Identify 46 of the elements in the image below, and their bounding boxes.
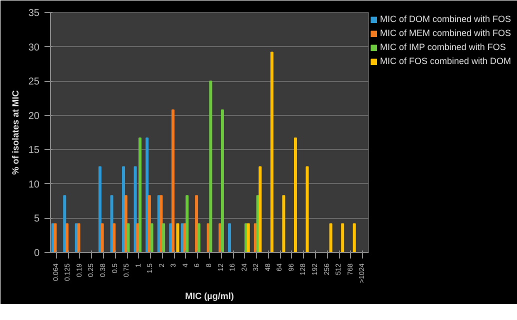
bar [352,223,356,252]
bar [176,223,180,252]
bar [195,195,198,252]
bar [110,195,114,252]
bar [209,80,212,252]
bar [186,195,189,252]
bar [54,223,57,252]
legend-label: MIC of IMP combined with FOS [380,42,506,52]
bar [341,223,344,252]
bar [171,109,174,252]
bar [270,52,274,252]
bar [126,223,130,252]
bar [112,223,116,252]
bar [65,223,68,252]
bar [160,195,163,252]
y-tick-label: 5 [34,214,40,225]
legend-label: MIC of MEM combined with FOS [380,28,512,38]
bar [197,223,200,252]
bar [63,195,66,252]
bar [100,223,104,252]
y-tick-label: 10 [28,179,40,190]
y-tick-label: 20 [28,110,40,122]
bar [220,109,224,252]
bar [246,223,250,252]
bar [150,223,154,252]
bar [258,166,262,252]
y-tick-label: 15 [28,145,40,156]
y-tick-label: 30 [28,42,40,54]
legend-label: MIC of FOS combined with DOM [380,56,512,66]
legend-label: MIC of DOM combined with FOS [380,14,512,24]
bar [146,137,149,252]
bar [138,137,142,252]
bar [329,223,332,252]
bar [148,195,151,252]
y-tick-label: 0 [34,248,40,259]
bar [77,223,80,252]
x-axis-title: MIC (µg/ml) [185,291,234,302]
bar [294,137,297,252]
y-tick-label: 25 [28,76,40,88]
bar [282,195,286,252]
bar [228,223,232,252]
y-axis-title: % of isolates at MIC [10,90,20,175]
bar [98,166,102,252]
bar [162,223,166,252]
bar [306,166,309,252]
y-tick-label: 35 [28,8,40,19]
